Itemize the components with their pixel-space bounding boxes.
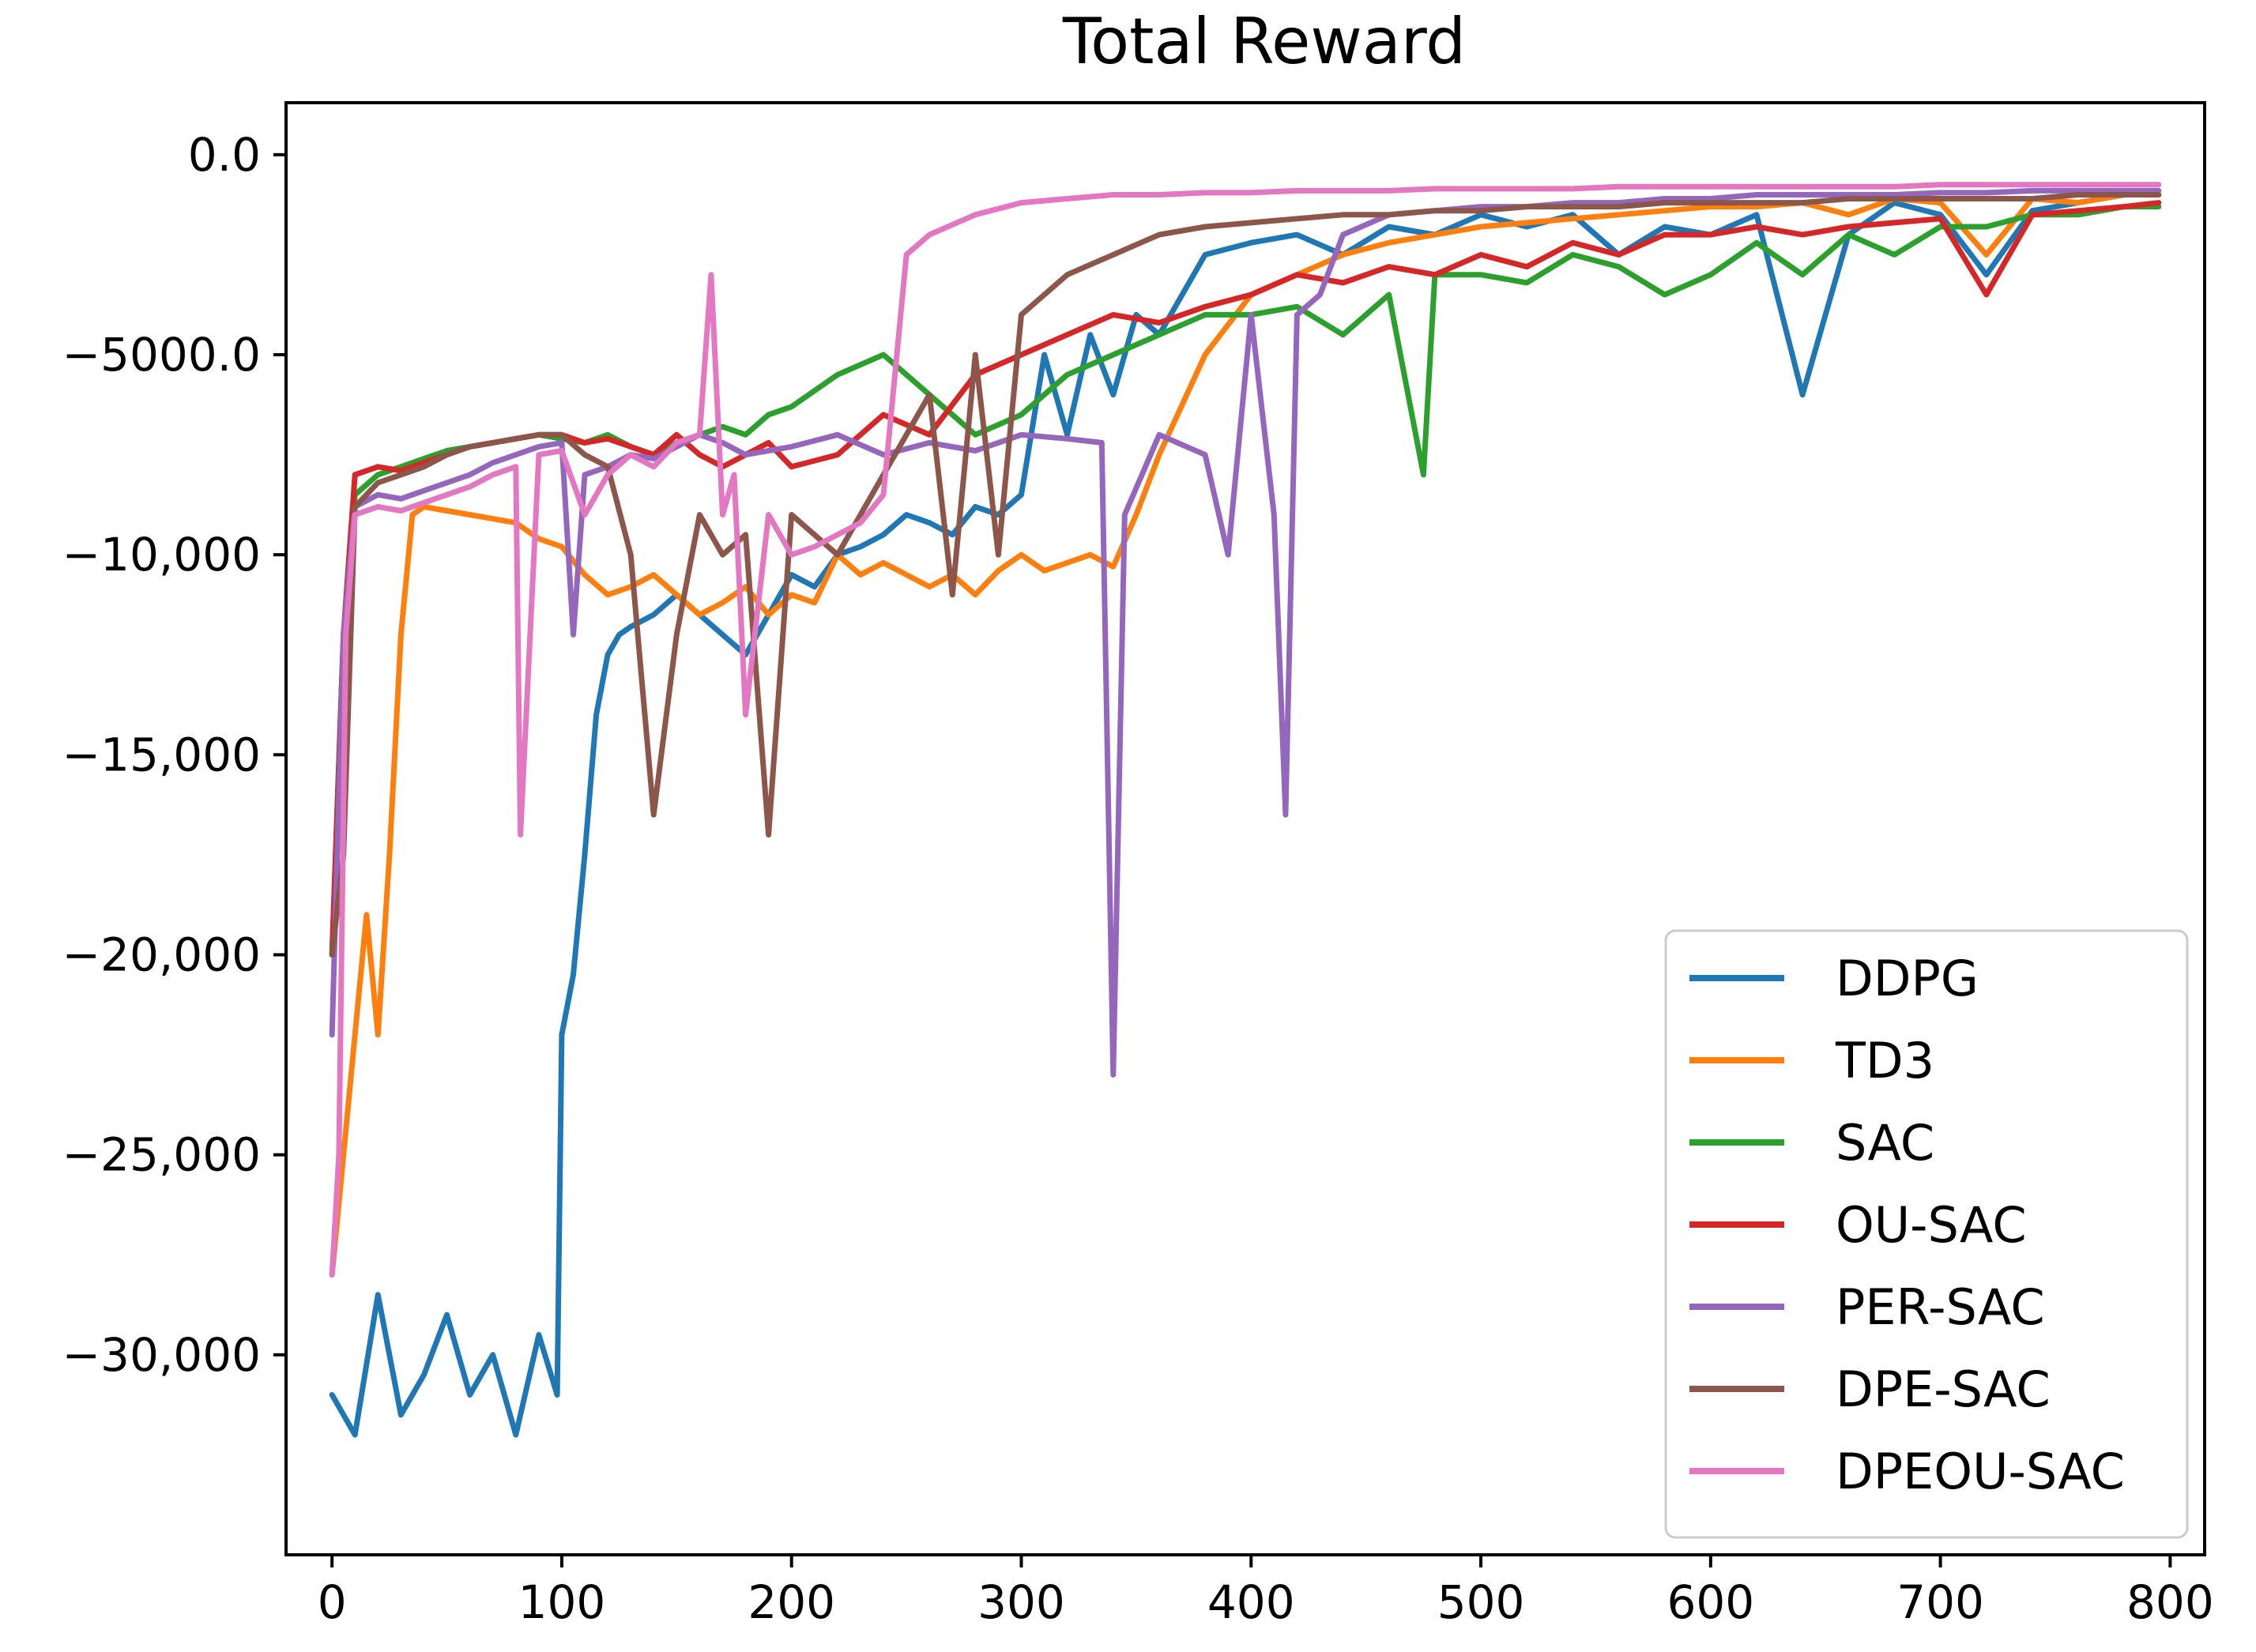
series-line-sac [329,204,2162,958]
x-tick-label: 600 [1667,1575,1754,1629]
series-line-per-sac [329,187,2162,1078]
y-tick-label: −10,000 [62,528,261,581]
plot-area [329,182,2162,1438]
y-tick-label: −20,000 [62,928,261,981]
legend-label-ou-sac: OU-SAC [1836,1196,2027,1254]
legend-label-dpeou-sac: DPEOU-SAC [1836,1443,2125,1500]
y-tick-label: −5000.0 [62,328,261,382]
legend-label-sac: SAC [1836,1114,1934,1172]
legend-label-dpe-sac: DPE-SAC [1836,1360,2051,1418]
series-line-dpeou-sac [329,182,2162,1278]
legend-box [1664,929,2189,1539]
y-tick-label: −30,000 [62,1328,261,1382]
legend-label-ddpg: DDPG [1836,950,1979,1007]
series-line-dpe-sac [329,192,2162,958]
x-tick-label: 100 [518,1575,606,1629]
x-tick-label: 500 [1437,1575,1525,1629]
y-tick-label: −15,000 [62,728,261,781]
x-tick-label: 200 [748,1575,835,1629]
x-axis: 0 100 200 300 400 500 600 700 800 [318,1555,2214,1629]
legend-label-per-sac: PER-SAC [1836,1278,2045,1336]
x-tick-label: 300 [977,1575,1065,1629]
x-tick-label: 800 [2126,1575,2214,1629]
legend: DDPG TD3 SAC OU-SAC PER-SAC DPE-SAC DPEOU-SAC [1664,929,2189,1539]
x-tick-label: 700 [1896,1575,1984,1629]
chart-title: Total Reward [1062,5,1466,78]
y-tick-label: −25,000 [62,1128,261,1182]
y-axis: 0.0 −5000.0 −10,000 −15,000 −20,000 −25,000 −3… [62,128,286,1382]
legend-label-td3: TD3 [1835,1032,1934,1089]
y-tick-label: 0.0 [188,128,261,182]
axes-frame [284,101,2206,1556]
x-tick-label: 400 [1207,1575,1295,1629]
x-tick-label: 0 [318,1575,347,1629]
